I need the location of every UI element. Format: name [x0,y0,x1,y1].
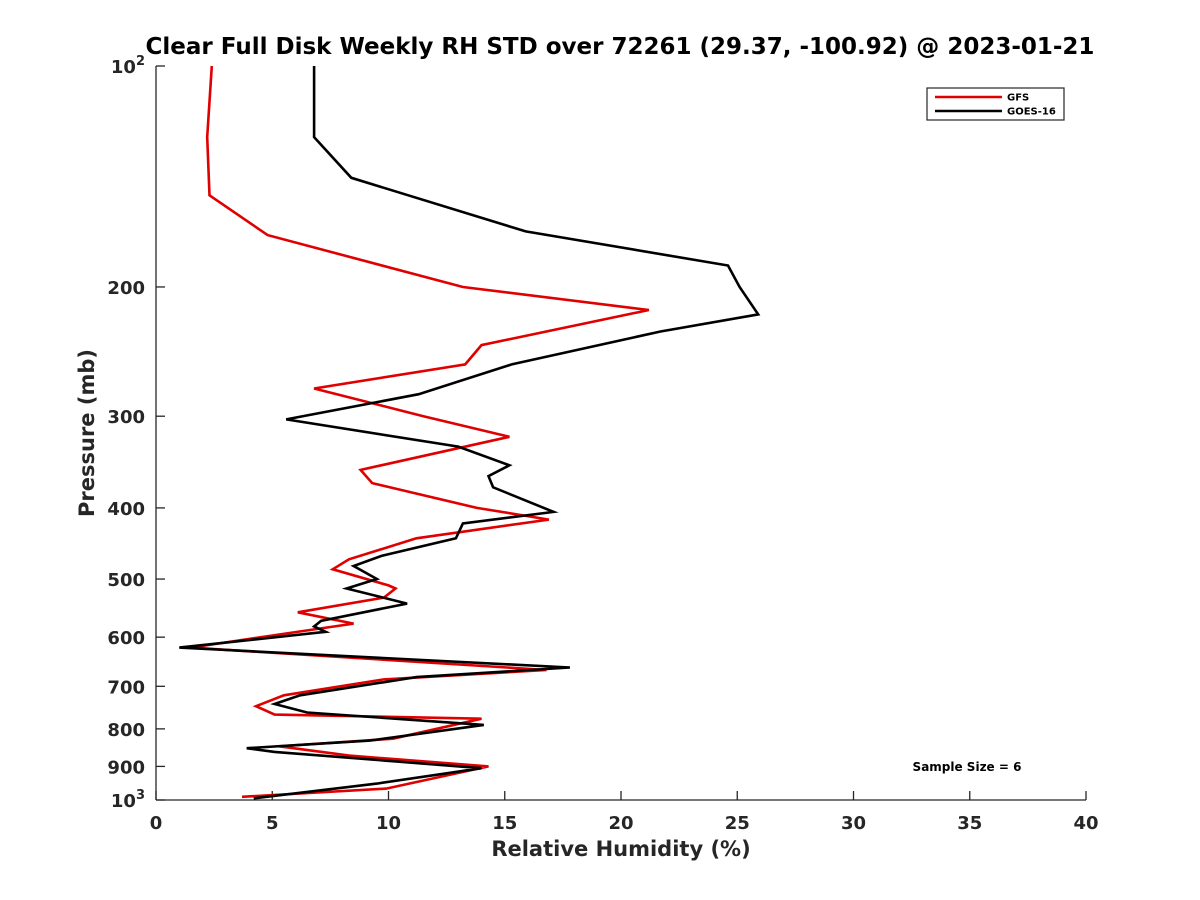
legend: GFS GOES-16 [926,87,1065,121]
y-tick-label: 900 [107,757,145,778]
x-axis-label: Relative Humidity (%) [491,837,750,861]
x-tick-label: 40 [1073,813,1098,834]
series-layer [179,65,761,800]
x-ticks: 0 5 10 15 20 25 30 35 40 [150,791,1099,834]
series-gfs [190,65,650,799]
y-tick-label: 200 [107,278,145,299]
y-tick-exponent: 2 [136,54,145,69]
y-tick-label: 600 [107,628,145,649]
x-tick-label: 20 [608,813,633,834]
series-line [190,65,650,799]
y-tick-base: 10 [111,57,136,78]
x-tick-label: 0 [150,813,163,834]
y-tick-label: 400 [107,499,145,520]
x-tick-label: 35 [957,813,982,834]
series-goes-16 [179,66,761,800]
y-tick-exponent: 3 [136,788,145,803]
x-tick-label: 25 [725,813,750,834]
legend-box [926,87,1065,121]
y-tick-label: 500 [107,570,145,591]
legend-label: GFS [1007,93,1029,104]
y-tick-base: 10 [111,791,136,812]
plot-axes [155,66,1086,801]
x-tick-label: 5 [266,813,279,834]
y-tick-label: 300 [107,407,145,428]
y-tick-label: 800 [107,720,145,741]
y-tick-label: 700 [107,677,145,698]
y-tick-label: 102 [111,54,145,78]
sample-size-annotation: Sample Size = 6 [913,760,1022,774]
x-tick-label: 15 [492,813,517,834]
y-tick-label: 103 [111,788,145,812]
series-line [179,66,761,800]
x-tick-label: 30 [841,813,866,834]
y-axis-label: Pressure (mb) [75,349,99,517]
x-tick-label: 10 [376,813,401,834]
legend-label: GOES-16 [1007,107,1056,118]
chart-title: Clear Full Disk Weekly RH STD over 72261… [146,34,1095,60]
